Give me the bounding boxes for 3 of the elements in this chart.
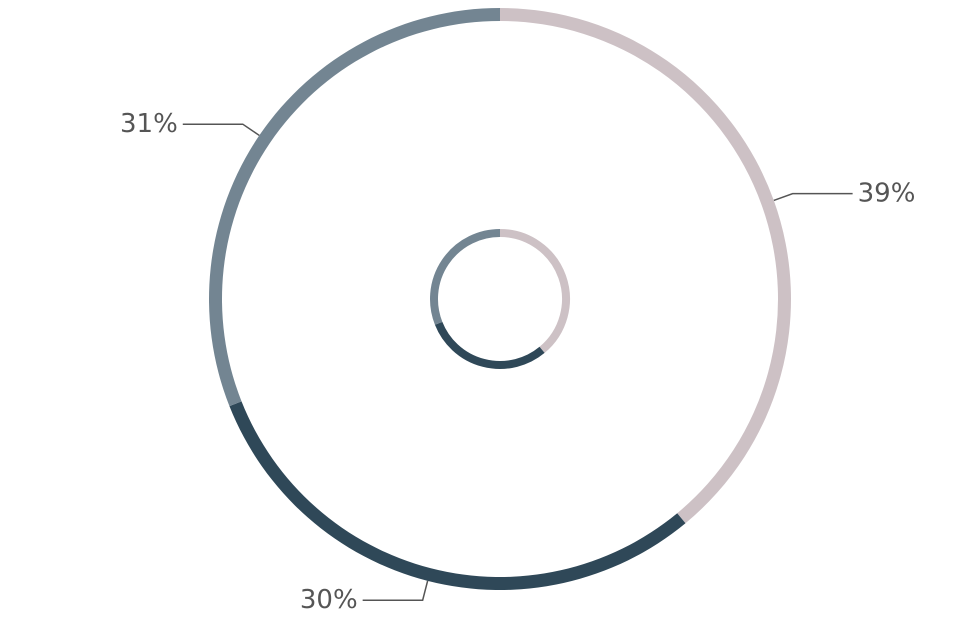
data-label: 39%: [858, 178, 916, 209]
data-label: 30%: [300, 585, 358, 616]
data-label: 31%: [120, 109, 178, 140]
